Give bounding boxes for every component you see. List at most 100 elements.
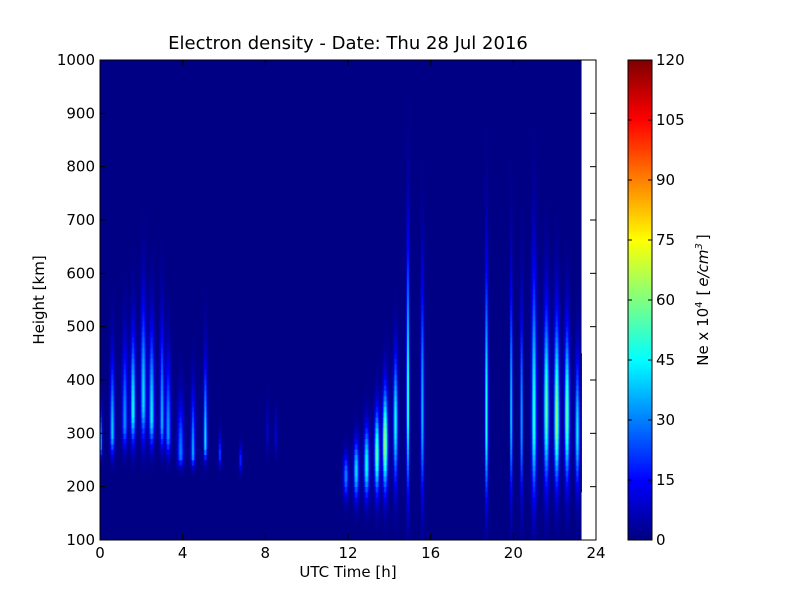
heatmap-cell (217, 454, 220, 461)
heatmap-cell (374, 518, 377, 525)
heatmap-cell (408, 534, 411, 540)
heatmap-cell (145, 337, 147, 344)
heatmap-cell (113, 412, 115, 418)
heatmap-cell (377, 465, 380, 472)
heatmap-cell (405, 396, 408, 402)
heatmap-cell (393, 529, 395, 536)
heatmap-cell (124, 428, 127, 434)
heatmap-cell (100, 454, 102, 461)
heatmap-cell (143, 353, 145, 360)
heatmap-cell (129, 374, 132, 381)
heatmap-cell (366, 422, 369, 429)
heatmap-cell (361, 433, 363, 440)
heatmap-cell (407, 289, 410, 296)
heatmap-cell (170, 332, 172, 338)
heatmap-cell (144, 433, 146, 440)
heatmap-cell (420, 369, 422, 376)
heatmap-cell (163, 460, 165, 466)
heatmap-cell (154, 310, 157, 317)
heatmap-cell (182, 433, 185, 440)
heatmap-cell (191, 454, 194, 461)
heatmap-cell (381, 422, 383, 429)
heatmap-cell (408, 241, 411, 248)
heatmap-cell (111, 401, 113, 408)
heatmap-cell (138, 332, 140, 338)
heatmap-cell (125, 305, 128, 312)
heatmap-cell (391, 369, 393, 376)
heatmap-cell (135, 289, 137, 296)
heatmap-cell (363, 497, 365, 504)
heatmap-cell (178, 433, 180, 440)
heatmap-cell (407, 486, 410, 493)
heatmap-cell (145, 326, 147, 333)
heatmap-cell (190, 380, 193, 386)
heatmap-cell (170, 396, 172, 402)
heatmap-cell (422, 214, 424, 221)
heatmap-cell (362, 433, 364, 440)
heatmap-cell (144, 353, 146, 360)
heatmap-cell (178, 428, 180, 434)
heatmap-cell (410, 337, 412, 344)
heatmap-cell (152, 284, 155, 290)
heatmap-cell (151, 433, 154, 440)
heatmap-cell (163, 465, 165, 472)
heatmap-cell (152, 390, 155, 397)
heatmap-cell (160, 465, 163, 472)
heatmap-cell (377, 380, 380, 386)
heatmap-cell (202, 396, 204, 402)
heatmap-cell (133, 316, 135, 322)
heatmap-cell (362, 422, 364, 429)
heatmap-cell (183, 454, 186, 461)
heatmap-cell (203, 332, 205, 338)
heatmap-cell (363, 460, 365, 466)
heatmap-cell (407, 422, 410, 429)
heatmap-cell (406, 508, 409, 514)
heatmap-cell (420, 508, 422, 514)
heatmap-cell (404, 236, 407, 242)
heatmap-cell (133, 273, 135, 280)
heatmap-cell (152, 294, 155, 301)
heatmap-cell (408, 326, 411, 333)
heatmap-cell (395, 358, 397, 365)
heatmap-cell (194, 369, 196, 376)
heatmap-cell (152, 342, 155, 349)
heatmap-cell (267, 417, 269, 424)
heatmap-cell (424, 337, 426, 344)
heatmap-cell (125, 278, 128, 285)
heatmap-cell (129, 353, 132, 360)
heatmap-cell (135, 422, 137, 429)
heatmap-cell (100, 460, 102, 466)
heatmap-cell (153, 342, 156, 349)
heatmap-cell (219, 444, 222, 450)
heatmap-cell (359, 481, 361, 488)
heatmap-cell (193, 364, 195, 370)
heatmap-cell (389, 486, 391, 493)
heatmap-cell (101, 385, 103, 392)
heatmap-cell (162, 257, 164, 264)
heatmap-cell (120, 417, 123, 424)
heatmap-cell (132, 385, 134, 392)
heatmap-cell (410, 444, 412, 450)
heatmap-cell (393, 406, 395, 413)
heatmap-cell (111, 374, 113, 381)
heatmap-cell (143, 278, 145, 285)
heatmap-cell (357, 470, 359, 477)
heatmap-cell (136, 316, 138, 322)
heatmap-cell (162, 241, 164, 248)
heatmap-cell (383, 374, 385, 381)
heatmap-cell (362, 417, 364, 424)
heatmap-cell (404, 342, 407, 349)
heatmap-cell (273, 422, 276, 429)
heatmap-cell (218, 417, 221, 424)
heatmap-cell (144, 241, 146, 248)
heatmap-cell (397, 412, 400, 418)
heatmap-cell (170, 380, 172, 386)
heatmap-cell (395, 401, 397, 408)
heatmap-cell (163, 332, 165, 338)
heatmap-cell (361, 486, 363, 493)
heatmap-cell (398, 433, 401, 440)
heatmap-cell (364, 465, 366, 472)
heatmap-cell (422, 220, 424, 226)
heatmap-cell (397, 326, 400, 333)
heatmap-cell (344, 465, 347, 472)
